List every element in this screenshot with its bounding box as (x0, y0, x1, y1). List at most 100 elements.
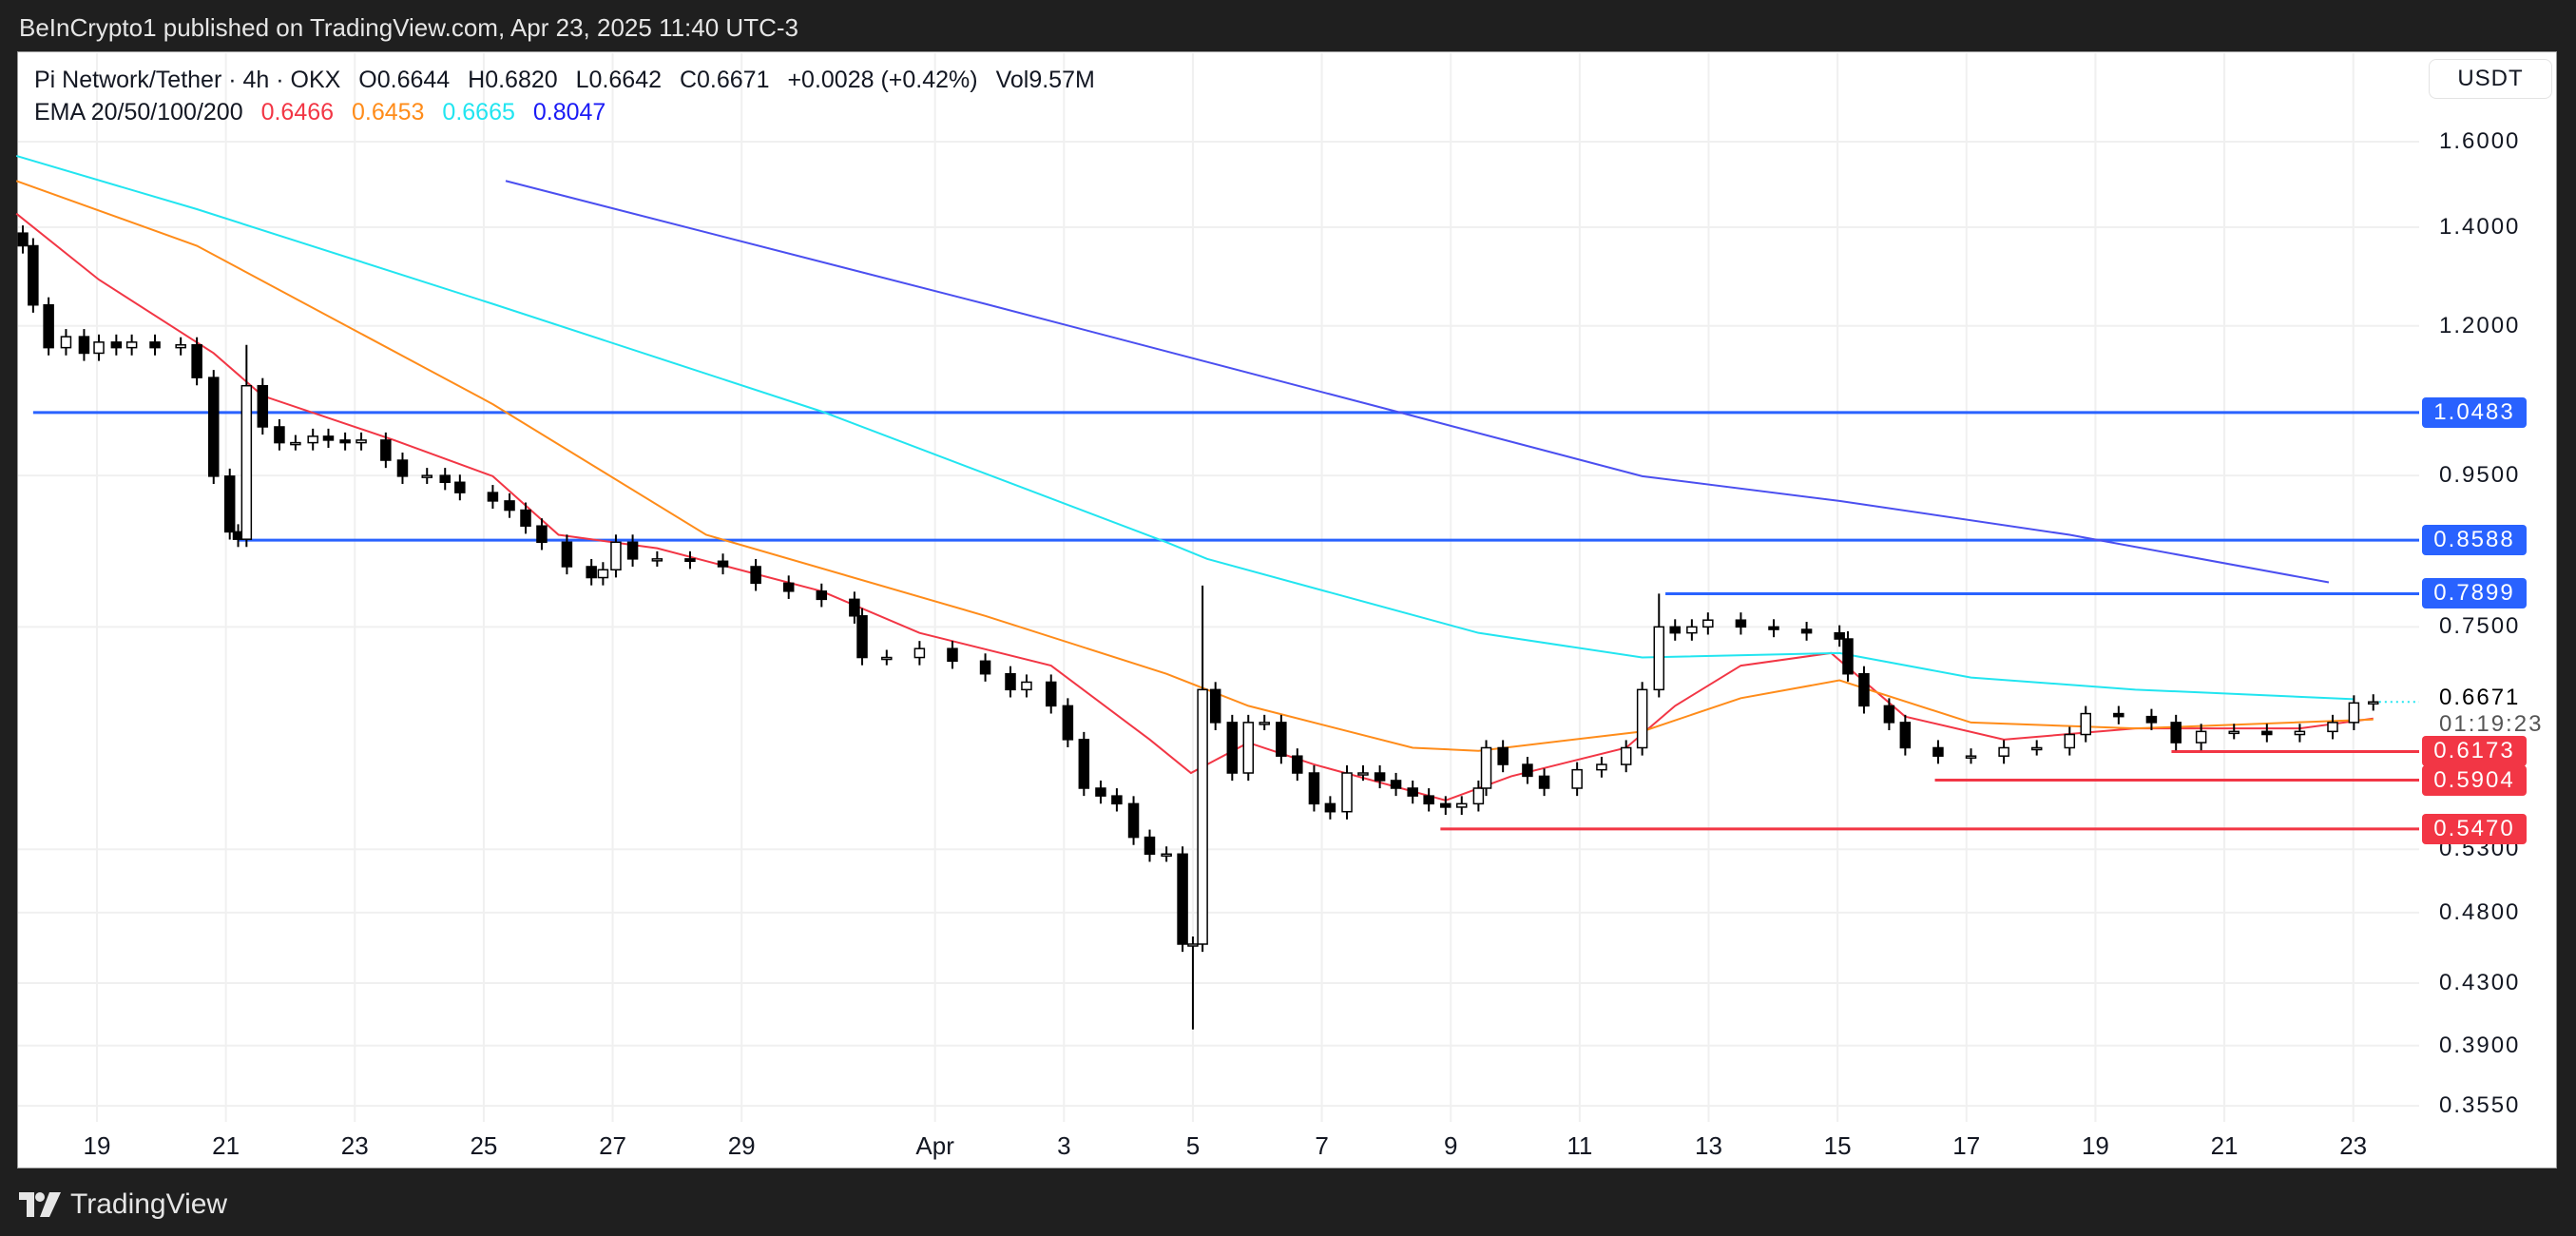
candle-bearish (1834, 631, 1845, 640)
candle-bullish (1161, 853, 1172, 858)
candle-bullish (881, 656, 893, 661)
candle-bearish (1407, 787, 1418, 797)
candle-bearish (684, 558, 696, 563)
support-level-badge[interactable]: 0.5904 (2422, 764, 2527, 796)
candle-bearish (782, 582, 795, 592)
price-change: +0.0028 (+0.42%) (787, 67, 978, 93)
candle-bearish (1045, 681, 1057, 707)
candle-bullish (2064, 733, 2076, 749)
resistance-level-badge[interactable]: 1.0483 (2422, 396, 2527, 428)
date-tick-label: 9 (1443, 1131, 1458, 1160)
price-tick-label: 0.7500 (2439, 613, 2521, 640)
candle-bearish (439, 474, 451, 484)
candle-bearish (1111, 795, 1123, 805)
date-tick-label: 7 (1315, 1131, 1329, 1160)
footer-brand[interactable]: TradingView (70, 1188, 228, 1220)
price-tick-label: 0.4800 (2439, 898, 2521, 925)
candle-bearish (1095, 787, 1106, 797)
candle-bearish (750, 566, 761, 585)
date-tick-label: 21 (2210, 1131, 2239, 1160)
ema-legend: EMA 20/50/100/200 0.6466 0.6453 0.6665 0… (34, 99, 617, 126)
resistance-level-badge[interactable]: 0.7899 (2422, 578, 2527, 609)
price-tick-label: 1.2000 (2439, 312, 2521, 338)
candle-bullish (1620, 746, 1632, 765)
candle-bullish (1480, 746, 1492, 789)
grid (18, 53, 2419, 1122)
date-tick-label: Apr (915, 1131, 954, 1160)
ema50-value: 0.6453 (352, 99, 425, 126)
candle-bearish (487, 492, 499, 502)
candle-bearish (1078, 739, 1090, 789)
candle-bearish (1423, 795, 1434, 805)
candle-bullish (1702, 619, 1714, 628)
candle-bullish (2030, 746, 2043, 751)
candle-bearish (1209, 688, 1221, 724)
candle-bearish (208, 377, 220, 477)
ohlc-open: O0.6644 (358, 67, 451, 93)
candle-bearish (43, 303, 54, 349)
candle-bullish (1998, 746, 2009, 757)
candle-bearish (1735, 619, 1747, 628)
ema-lines (15, 154, 2374, 801)
candle-bullish (2080, 712, 2091, 736)
candle-bullish (2228, 730, 2240, 735)
ohlc-high: H0.6820 (468, 67, 558, 93)
candle-bearish (380, 439, 392, 461)
candle-bearish (1768, 626, 1779, 630)
price-tick-label: 0.3900 (2439, 1032, 2521, 1058)
ema200-line (505, 180, 2330, 584)
symbol-name[interactable]: Pi Network/Tether · 4h · OKX (34, 67, 341, 93)
candle-bearish (1522, 763, 1533, 778)
candle-bearish (1144, 836, 1156, 856)
candle-bearish (454, 481, 466, 493)
date-tick-label: 25 (470, 1131, 498, 1160)
candle-bearish (856, 615, 868, 659)
candle-bullish (1021, 681, 1032, 691)
candle-bearish (1177, 853, 1188, 945)
candle-bearish (322, 435, 335, 441)
candle-bullish (1571, 768, 1583, 789)
date-tick-label: 29 (727, 1131, 756, 1160)
candle-bullish (1242, 722, 1255, 774)
currency-button[interactable]: USDT (2429, 59, 2552, 99)
date-tick-label: 19 (2081, 1131, 2109, 1160)
candle-bearish (78, 336, 90, 355)
candle-bullish (125, 341, 138, 349)
candle-bearish (110, 341, 123, 349)
candle-bearish (1883, 705, 1895, 724)
price-tick-label: 1.6000 (2439, 128, 2521, 155)
candle-bullish (240, 384, 253, 540)
ohlc-close: C0.6671 (679, 67, 770, 93)
candle-bearish (2145, 715, 2158, 724)
candle-bearish (2170, 722, 2182, 744)
resistance-level-badge[interactable]: 0.8588 (2422, 525, 2527, 556)
candle-bearish (849, 598, 860, 617)
date-tick-label: 19 (83, 1131, 111, 1160)
ema50-line (15, 180, 2374, 752)
support-level-badge[interactable]: 0.5470 (2422, 813, 2527, 844)
ohlc-low: L0.6642 (575, 67, 663, 93)
candle-bearish (816, 590, 828, 601)
candle-bearish (947, 647, 958, 663)
candle-bullish (597, 569, 609, 579)
candle-bullish (1455, 802, 1468, 808)
ema100-line (15, 154, 2355, 701)
date-tick-label: 23 (340, 1131, 369, 1160)
candle-bearish (1226, 722, 1239, 774)
date-tick-label: 27 (599, 1131, 627, 1160)
candle-bearish (1127, 802, 1140, 839)
support-level-badge[interactable]: 0.6173 (2422, 736, 2527, 767)
candle-bullish (1472, 787, 1485, 805)
candle-bullish (1259, 722, 1270, 725)
candle-bearish (1538, 775, 1550, 789)
candle-bearish (17, 232, 29, 247)
date-tick-label: 11 (1567, 1131, 1593, 1160)
candle-bullish (421, 474, 433, 478)
candle-bullish (1187, 943, 1199, 947)
date-tick-label: 3 (1057, 1131, 1071, 1160)
current-price-label: 0.6671 (2439, 685, 2521, 711)
candle-bearish (1497, 746, 1509, 765)
candle-bullish (2294, 730, 2306, 736)
ema-label[interactable]: EMA 20/50/100/200 (34, 99, 243, 126)
